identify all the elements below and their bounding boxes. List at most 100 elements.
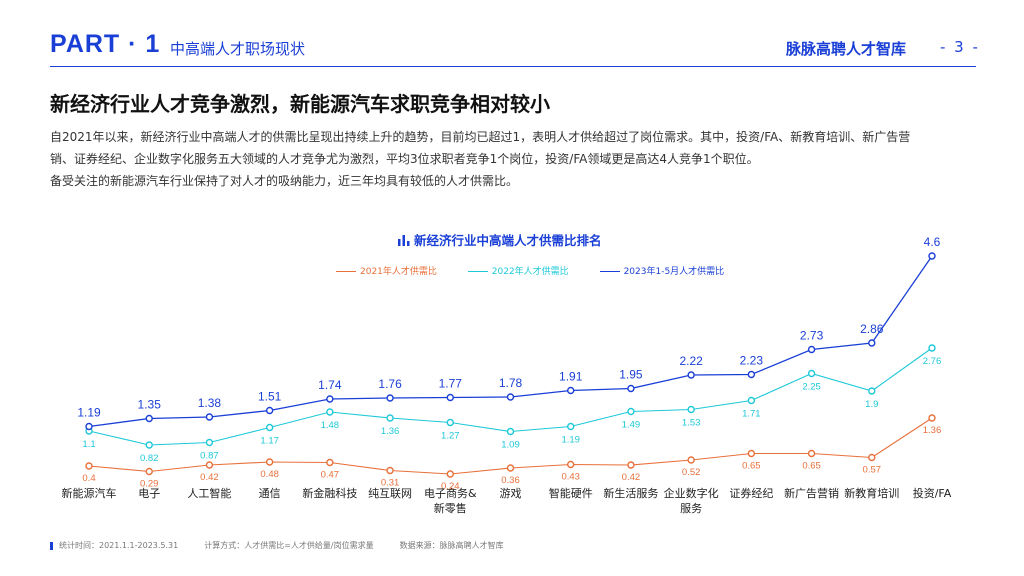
data-label: 1.91	[559, 370, 583, 384]
data-point	[446, 470, 454, 478]
data-point	[687, 456, 695, 464]
data-point	[928, 252, 936, 260]
legend-swatch	[336, 271, 356, 272]
data-label: 1.48	[321, 420, 340, 431]
data-point	[567, 386, 575, 395]
data-point	[807, 345, 816, 354]
data-point	[326, 408, 334, 416]
data-label: 0.48	[260, 469, 279, 480]
data-label: 1.35	[138, 398, 162, 412]
x-tick-label: 企业数字化服务	[664, 486, 719, 515]
legend-item-2021: 2021年人才供需比	[336, 264, 437, 277]
legend-item-2023: 2023年1-5月人才供需比	[599, 264, 725, 277]
x-tick-label: 新能源汽车	[62, 486, 117, 500]
data-point	[145, 441, 153, 449]
data-point	[567, 422, 575, 431]
data-label: 0.82	[140, 453, 159, 464]
data-label: 1.9	[865, 399, 878, 410]
data-label: 0.36	[501, 475, 520, 486]
footer-period: 统计时间：2021.1.1-2023.5.31	[59, 541, 179, 550]
data-point	[205, 438, 214, 447]
x-tick-label: 证券经纪	[729, 486, 773, 500]
x-tick-label: 新教育培训	[844, 486, 899, 500]
data-label: 1.74	[318, 378, 342, 392]
data-point	[868, 339, 876, 347]
data-label: 1.38	[198, 396, 222, 410]
data-point	[386, 394, 394, 402]
data-point	[928, 414, 936, 422]
brand-name: 脉脉高聘人才智库	[786, 40, 907, 58]
data-point	[446, 418, 454, 427]
data-label: 1.49	[622, 420, 641, 431]
data-point	[386, 466, 394, 475]
x-tick-label: 新广告营销	[784, 486, 839, 500]
data-label: 0.24	[441, 481, 460, 492]
footer-marker	[50, 541, 53, 550]
data-label: 0.4	[82, 473, 95, 484]
page-header: PART · 1 中高端人才职场现状 脉脉高聘人才智库 - 3 -	[0, 0, 1024, 68]
legend-swatch	[599, 271, 620, 272]
page-number: - 3 -	[940, 38, 980, 56]
page-footer: 统计时间：2021.1.1-2023.5.31 计算方式：人才供需比=人才供给量/…	[50, 540, 530, 551]
data-label: 0.57	[863, 465, 882, 476]
data-label: 0.47	[321, 470, 340, 481]
data-point	[807, 449, 816, 458]
data-label: 1.78	[499, 376, 523, 390]
legend-swatch	[467, 271, 488, 272]
data-label: 2.86	[860, 322, 884, 336]
data-point	[868, 387, 876, 395]
data-point	[928, 344, 936, 352]
data-point	[85, 422, 93, 431]
x-tick-label: 电子	[138, 487, 160, 500]
data-point	[627, 461, 635, 469]
data-label: 0.42	[200, 472, 219, 483]
data-point	[446, 393, 454, 402]
data-point	[506, 393, 515, 401]
data-point	[326, 458, 334, 467]
data-point	[807, 369, 816, 378]
data-point	[747, 396, 756, 405]
data-point	[145, 414, 153, 423]
data-point	[205, 461, 214, 469]
x-tick-label: 新生活服务	[603, 486, 658, 500]
data-label: 1.1	[82, 439, 95, 450]
data-point	[386, 414, 394, 422]
footer-source: 数据来源：脉脉高聘人才智库	[399, 541, 504, 550]
section-title: 中高端人才职场现状	[170, 40, 306, 58]
legend-item-2022: 2022年人才供需比	[467, 264, 569, 277]
bar-chart-icon	[398, 235, 410, 246]
x-tick-label: 通信	[259, 487, 281, 500]
data-label: 1.19	[561, 435, 580, 446]
data-point	[627, 407, 635, 416]
data-label: 0.42	[622, 472, 641, 483]
data-point	[326, 395, 334, 403]
data-point	[205, 413, 214, 421]
data-label: 0.65	[742, 461, 761, 472]
data-point	[506, 464, 515, 472]
data-point	[687, 405, 695, 414]
data-point	[627, 384, 635, 393]
description: 自2021年以来，新经济行业中高端人才的供需比呈现出持续上升的趋势，目前均已超过…	[50, 126, 970, 192]
data-point	[868, 453, 876, 462]
legend-label: 2022年人才供需比	[491, 267, 569, 277]
data-label: 2.73	[800, 329, 824, 343]
x-tick-label: 游戏	[500, 487, 522, 500]
description-line: 备受关注的新能源汽车行业保持了对人才的吸纳能力，近三年均具有较低的人才供需比。	[50, 174, 519, 188]
data-label: 1.76	[378, 377, 402, 391]
x-tick-label: 投资/FA	[913, 486, 952, 500]
data-label: 0.43	[561, 472, 580, 483]
legend-label: 2023年1-5月人才供需比	[623, 267, 725, 277]
data-label: 1.17	[260, 436, 279, 447]
data-label: 0.87	[200, 451, 219, 462]
data-label: 0.29	[140, 479, 159, 490]
data-label: 1.27	[441, 431, 460, 442]
data-label: 2.25	[802, 382, 821, 393]
data-label: 1.77	[439, 377, 463, 391]
data-label: 0.65	[802, 461, 821, 472]
data-label: 1.53	[682, 418, 701, 429]
data-label: 2.76	[923, 356, 942, 367]
data-label: 0.52	[682, 467, 701, 478]
data-label: 1.71	[742, 409, 761, 420]
description-line: 自2021年以来，新经济行业中高端人才的供需比呈现出持续上升的趋势，目前均已超过…	[50, 130, 911, 144]
data-point	[265, 458, 274, 466]
